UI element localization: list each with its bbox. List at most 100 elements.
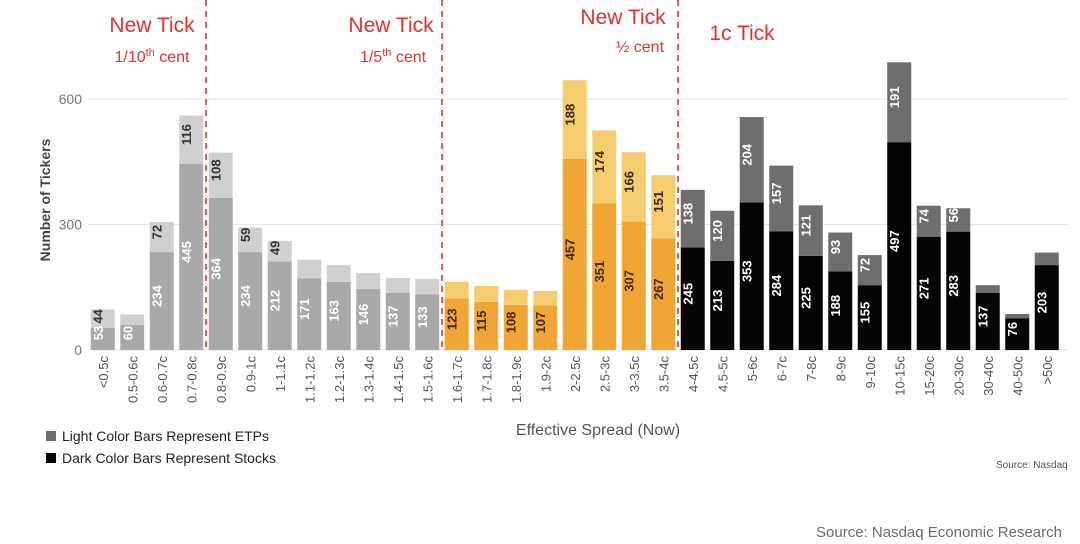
x-tick-label: >50c — [1040, 356, 1055, 385]
bar-etp — [916, 205, 941, 237]
x-tick-label: 0.8-0.9c — [214, 356, 229, 403]
bar-etp — [415, 278, 440, 295]
y-tick-labels: 0 300 600 — [59, 91, 83, 358]
data-label-stocks: 60 — [120, 326, 135, 340]
x-tick-label: 4-4.5c — [686, 356, 701, 393]
data-label-etp: 116 — [179, 124, 194, 145]
bar-stocks — [739, 202, 764, 350]
x-tick-label: 1.7-1.8c — [479, 356, 494, 403]
x-tick-label: 4.5-5c — [715, 356, 730, 393]
bar-stocks — [267, 261, 292, 350]
data-label-stocks: 307 — [622, 270, 637, 292]
data-label-stocks: 497 — [887, 230, 902, 252]
data-label-etp: 49 — [268, 241, 283, 255]
data-label-stocks: 457 — [563, 239, 578, 261]
x-tick-label: 2-2.5c — [568, 356, 583, 393]
data-label-stocks: 107 — [533, 312, 548, 334]
data-label-stocks: 353 — [740, 260, 755, 282]
bar-stocks — [385, 292, 410, 350]
x-tick-label: 5-6c — [745, 356, 760, 382]
data-label-etp: 59 — [238, 228, 253, 242]
data-label-stocks: 133 — [415, 306, 430, 328]
bar-etp — [680, 189, 705, 248]
data-label-stocks: 137 — [976, 306, 991, 328]
bar-stocks — [415, 294, 440, 350]
bar-stocks — [238, 252, 263, 350]
data-label-stocks: 171 — [297, 298, 312, 320]
bar-stocks — [769, 231, 794, 350]
bar-etp — [975, 285, 1000, 293]
x-tick-label: 0.9-1c — [243, 356, 258, 393]
data-label-etp: 108 — [209, 159, 224, 181]
x-tick-label: 3-3.5c — [627, 356, 642, 393]
x-tick-label: 8-9c — [833, 356, 848, 382]
data-label-stocks: 188 — [828, 295, 843, 317]
data-label-stocks: 163 — [327, 300, 342, 322]
tick-region-labels: New Tick 1/10th cent New Tick 1/5th cent New… — [109, 6, 775, 66]
data-label-etp: 72 — [858, 258, 873, 272]
data-label-stocks: 225 — [799, 287, 814, 309]
tick-region-subtitle: ½ cent — [616, 39, 665, 56]
x-tick-label: 1.6-1.7c — [450, 356, 465, 403]
bar-etp — [444, 281, 469, 299]
bar-etp — [356, 273, 381, 289]
legend-swatch-stocks — [46, 453, 56, 463]
data-label-etp: 188 — [563, 104, 578, 126]
bar-stocks — [208, 197, 233, 350]
bar-etp — [238, 227, 263, 253]
data-label-stocks: 108 — [504, 312, 519, 334]
x-tick-label: 15-20c — [922, 356, 937, 396]
x-tick-label: 1.5-1.6c — [420, 356, 435, 403]
bar-stocks — [828, 271, 853, 350]
bar-etp — [946, 208, 971, 232]
x-axis-label: Effective Spread (Now) — [516, 422, 680, 439]
tick-region-title: 1c Tick — [709, 22, 775, 45]
data-label-stocks: 76 — [1005, 322, 1020, 336]
data-label-stocks: 146 — [356, 304, 371, 326]
bar-stocks — [179, 163, 204, 350]
bar-etp — [533, 291, 558, 306]
bar-etp — [621, 152, 646, 222]
bar-stocks — [356, 288, 381, 350]
bar-etp — [798, 205, 823, 256]
data-label-stocks: 364 — [209, 257, 224, 279]
data-label-etp: 174 — [592, 150, 607, 172]
bar-etp — [149, 222, 174, 253]
bar-etp — [179, 115, 204, 164]
data-label-stocks: 123 — [445, 308, 460, 330]
bar-stocks — [149, 252, 174, 350]
x-tick-label: 6-7c — [774, 356, 789, 382]
bar-etp — [592, 130, 617, 204]
legend-item-etp: Light Color Bars Represent ETPs — [46, 428, 269, 444]
x-tick-label: 10-15c — [892, 356, 907, 396]
tick-region-title: New Tick — [109, 14, 195, 37]
x-tick-label: 1.2-1.3c — [332, 356, 347, 403]
data-label-etp: 120 — [710, 220, 725, 242]
bar-stocks — [562, 158, 587, 350]
tick-region-title: New Tick — [348, 14, 434, 37]
data-label-stocks: 271 — [917, 277, 932, 299]
bar-etp — [267, 240, 292, 262]
bar-stocks — [592, 203, 617, 350]
bars: 53 44 60 234 72 445 116 364 108 234 59 212 49 171 163 1… — [90, 62, 1059, 350]
bar-stocks — [120, 324, 145, 350]
bar-etp — [1005, 314, 1030, 319]
y-axis-label: Number of Tickers — [37, 138, 53, 261]
bar-etp — [769, 165, 794, 232]
bar-stocks — [975, 292, 1000, 350]
data-label-etp: 166 — [622, 171, 637, 193]
y-tick-label: 600 — [59, 91, 83, 107]
data-label-stocks: 234 — [238, 284, 253, 306]
bar-stocks — [916, 236, 941, 350]
x-tick-label: 1.1-1.2c — [302, 356, 317, 403]
data-label-etp: 56 — [946, 208, 961, 222]
data-label-etp: 74 — [917, 208, 932, 223]
data-label-stocks: 267 — [651, 278, 666, 300]
data-label-etp: 138 — [681, 203, 696, 225]
bar-etp — [385, 278, 410, 293]
bar-stocks — [474, 301, 499, 350]
bar-stocks — [444, 298, 469, 350]
bar-etp — [208, 152, 233, 198]
y-tick-label: 300 — [59, 217, 83, 233]
